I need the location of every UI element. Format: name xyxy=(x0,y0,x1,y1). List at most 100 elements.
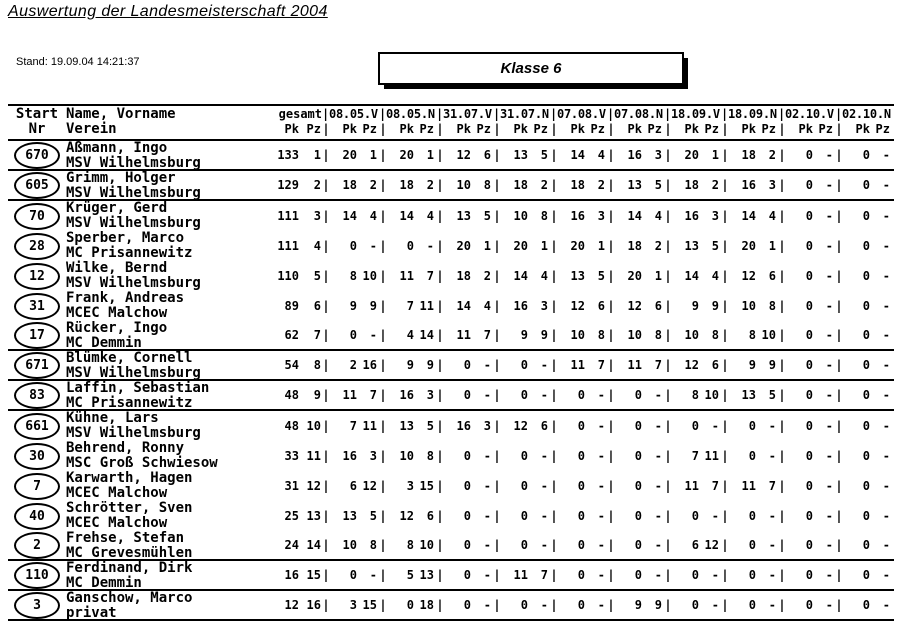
pz-value: - xyxy=(654,568,662,582)
pz-value: 9 xyxy=(540,328,548,342)
pk-value: 20 xyxy=(570,239,585,253)
pz-value: 7 xyxy=(711,479,719,493)
gesamt-pz-value: 6 xyxy=(313,299,321,313)
column-separator: | xyxy=(550,509,558,523)
pz-value: - xyxy=(654,538,662,552)
column-separator: | xyxy=(493,538,501,552)
date-header-label: |07.08.N xyxy=(607,107,663,121)
column-separator: | xyxy=(721,358,729,372)
rider-name: Krüger, Gerd xyxy=(66,200,168,216)
pk-value: 7 xyxy=(691,449,699,463)
club-name: MCEC Malchow xyxy=(66,305,168,321)
start-number-badge: 17 xyxy=(14,321,60,349)
pz-value: - xyxy=(825,568,833,582)
table-row: 671 Blümke, Cornell MSV Wilhelmsburg 54 8 | 2 1… xyxy=(8,351,894,381)
start-number-cell: 83 xyxy=(8,381,66,409)
pz-value: - xyxy=(882,239,890,253)
table-row: 17 Rücker, Ingo MC Demmin 62 7 | 0- | 4 14 | 11 7 | 9 9… xyxy=(8,321,894,351)
start-number-cell: 12 xyxy=(8,262,66,290)
pz-value: 5 xyxy=(768,388,776,402)
pz-value: - xyxy=(825,449,833,463)
row-values: 129 2 | 18 2 | 18 2 | 10 8 | 18 2 | 18 2 | 13 5 | 18 2 | 16 3 | 0- |… xyxy=(266,178,892,192)
pz-value: 5 xyxy=(597,269,605,283)
column-separator: | xyxy=(778,568,786,582)
pk-value: 14 xyxy=(399,209,414,223)
column-separator: | xyxy=(664,148,672,162)
pz-value: 8 xyxy=(483,178,491,192)
pk-value: 0 xyxy=(577,538,585,552)
column-separator: | xyxy=(493,419,501,433)
pk-value: 14 xyxy=(456,299,471,313)
row-values: 24 14 | 10 8 | 8 10 | 0- | 0- | 0- | 0- | 6 12 | 0- | 0- | 0- xyxy=(266,538,892,552)
start-number-badge: 670 xyxy=(14,141,60,169)
rider-name: Kühne, Lars xyxy=(66,410,159,426)
rider-name: Grimm, Holger xyxy=(66,170,176,186)
pz-value: - xyxy=(825,209,833,223)
pz-value: - xyxy=(483,598,491,612)
row-values: 111 3 | 14 4 | 14 4 | 13 5 | 10 8 | 16 3 | 14 4 | 16 3 | 14 4 | 0- |… xyxy=(266,209,892,223)
column-separator: | xyxy=(322,178,330,192)
name-cell: Behrend, Ronny MSC Groß Schwiesow xyxy=(66,441,266,471)
pz-value: 2 xyxy=(483,269,491,283)
pk-value: 10 xyxy=(627,328,642,342)
column-separator: | xyxy=(493,239,501,253)
column-separator: | xyxy=(607,148,615,162)
pk-value: 0 xyxy=(862,178,870,192)
pz-value: - xyxy=(882,178,890,192)
column-separator: | xyxy=(607,269,615,283)
gesamt-pk-value: 110 xyxy=(277,269,299,283)
column-separator: | xyxy=(607,299,615,313)
gesamt-pz-value: 5 xyxy=(313,269,321,283)
column-separator: | xyxy=(721,509,729,523)
column-separator: | xyxy=(322,568,330,582)
column-separator: | xyxy=(322,209,330,223)
column-separator: | xyxy=(835,568,843,582)
pk-value: 0 xyxy=(463,449,471,463)
pk-value: 0 xyxy=(577,419,585,433)
pz-value: - xyxy=(825,358,833,372)
start-number-badge: 31 xyxy=(14,292,60,320)
pk-value: 10 xyxy=(399,449,414,463)
pk-value: 11 xyxy=(741,479,756,493)
pk-value: 18 xyxy=(399,178,414,192)
pz-value: - xyxy=(768,598,776,612)
pz-value: 1 xyxy=(597,239,605,253)
pz-value: 8 xyxy=(369,538,377,552)
pz-value: 8 xyxy=(711,328,719,342)
pz-value: 8 xyxy=(597,328,605,342)
pz-value: - xyxy=(654,388,662,402)
column-separator: | xyxy=(550,209,558,223)
pk-value: 13 xyxy=(741,388,756,402)
start-number-badge: 83 xyxy=(14,381,60,409)
pz-value: - xyxy=(426,239,434,253)
pz-value: - xyxy=(540,388,548,402)
pz-value: - xyxy=(483,479,491,493)
club-name: MC Demmin xyxy=(66,575,142,591)
rider-name: Ganschow, Marco xyxy=(66,590,193,606)
pk-value: 18 xyxy=(570,178,585,192)
pk-value: 11 xyxy=(570,358,585,372)
column-separator: | xyxy=(607,479,615,493)
gesamt-pz-value: 13 xyxy=(306,509,321,523)
column-separator: | xyxy=(778,239,786,253)
pk-header: Pk xyxy=(284,122,299,136)
start-number-cell: 7 xyxy=(8,472,66,500)
pz-value: 1 xyxy=(540,239,548,253)
table-header: Start Nr Name, Vorname Verein gesamt Pk Pz |08.… xyxy=(8,104,894,141)
table-row: 12 Wilke, Bernd MSV Wilhelmsburg 110 5 | 8 10 | 1… xyxy=(8,261,894,291)
column-header-date: |31.07.V | Pk Pz xyxy=(436,107,493,137)
pz-header: Pz xyxy=(818,122,833,136)
pk-value: 14 xyxy=(627,209,642,223)
results-table: Start Nr Name, Vorname Verein gesamt Pk Pz |08.… xyxy=(8,104,894,621)
column-separator: | xyxy=(721,538,729,552)
pz-value: 8 xyxy=(654,328,662,342)
table-row: 40 Schrötter, Sven MCEC Malchow 25 13 | 13 5 | 12… xyxy=(8,501,894,531)
name-cell: Grimm, Holger MSV Wilhelmsburg xyxy=(66,171,266,201)
pk-value: 2 xyxy=(349,358,357,372)
pk-value: 20 xyxy=(456,239,471,253)
column-separator: | xyxy=(550,419,558,433)
club-name: MSV Wilhelmsburg xyxy=(66,215,201,231)
column-separator: | xyxy=(778,299,786,313)
pz-value: 11 xyxy=(362,419,377,433)
